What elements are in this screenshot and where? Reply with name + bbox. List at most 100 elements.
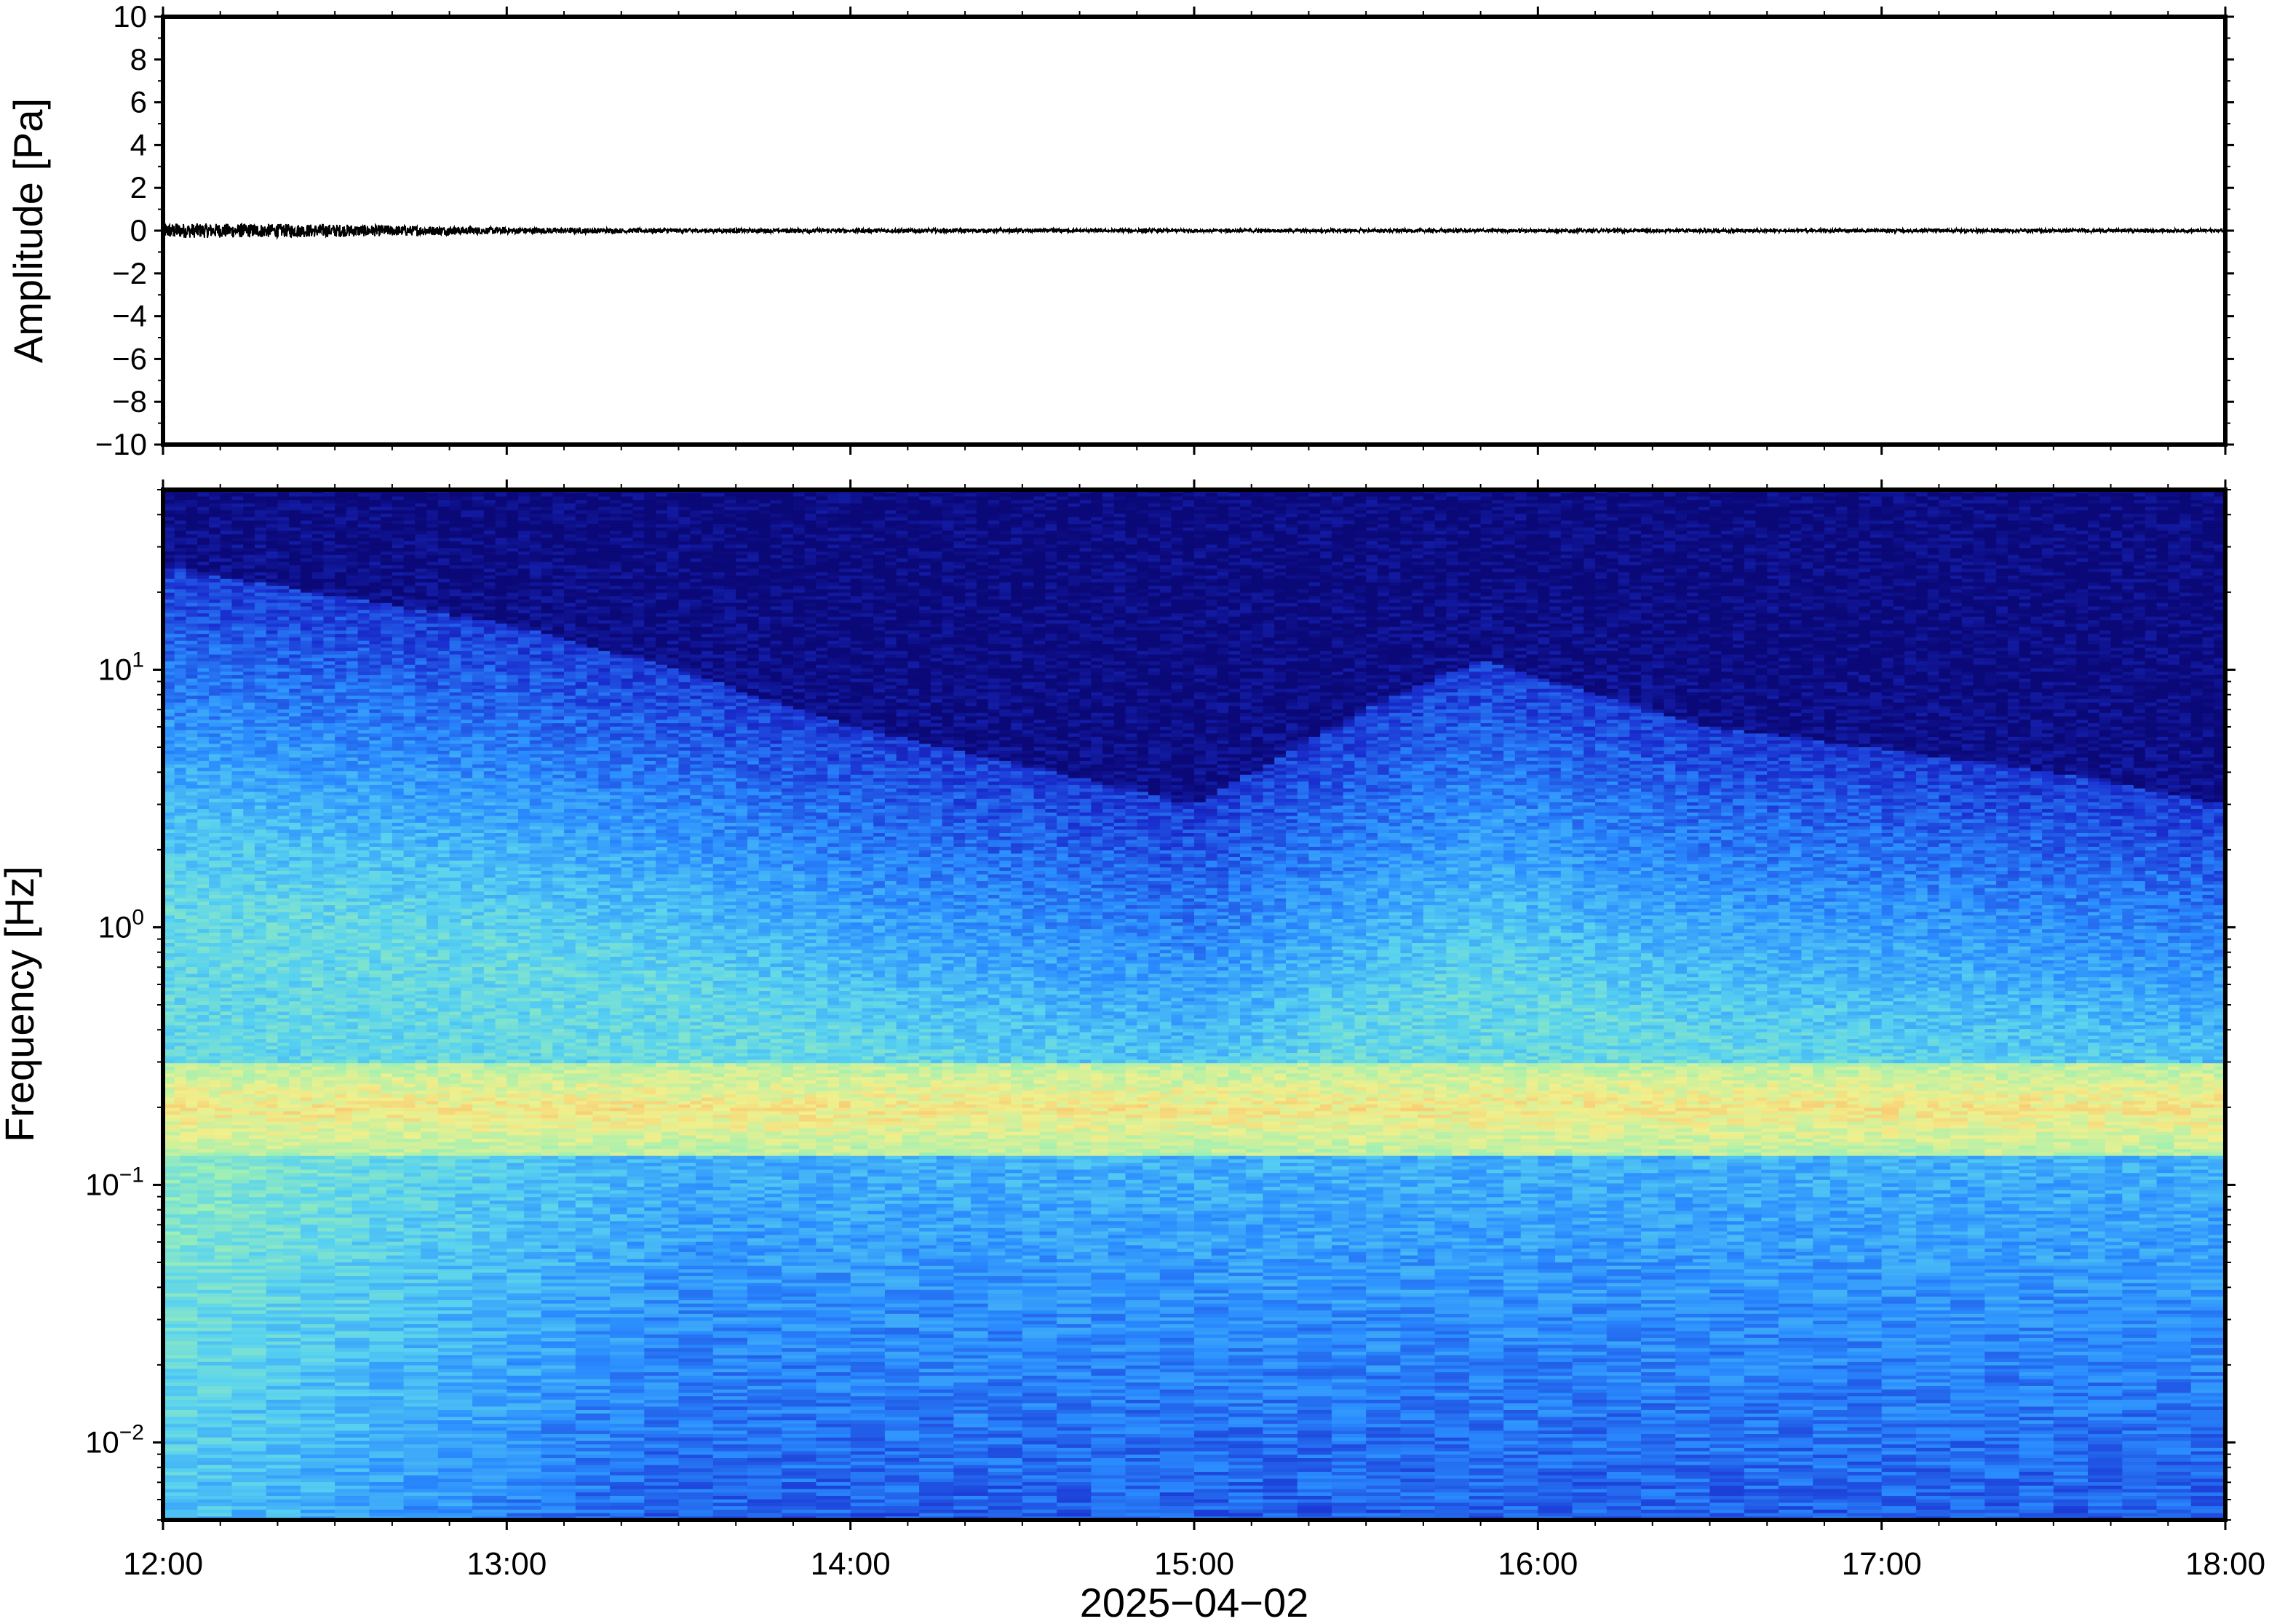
spectrogram-cell <box>1400 500 1412 504</box>
spectrogram-cell <box>1308 503 1321 508</box>
spectrogram-cell <box>724 493 736 498</box>
spectrogram-cell <box>1790 493 1803 498</box>
spectrogram-cell <box>1354 493 1367 498</box>
spectrogram-cell <box>335 493 347 498</box>
spectrogram-cell <box>1721 503 1733 508</box>
spectrogram-cell <box>1607 496 1619 501</box>
spectrogram-cell <box>1996 493 2008 498</box>
spectrogram-cell <box>1629 496 1642 501</box>
spectrogram-cell <box>610 500 622 504</box>
spectrogram-cell <box>461 496 473 501</box>
spectrogram-cell <box>2054 496 2066 501</box>
spectrogram-cell <box>621 500 634 504</box>
spectrogram-cell <box>1137 500 1149 504</box>
spectrogram-cell <box>1034 496 1046 501</box>
spectrogram-cell <box>839 493 851 498</box>
spectrogram-cell <box>335 503 347 508</box>
spectrogram-cell <box>1801 503 1813 508</box>
spectrogram-cell <box>610 496 622 501</box>
spectrogram-cell <box>1091 496 1103 501</box>
spectrogram-cell <box>1160 493 1172 498</box>
spectrogram-cell <box>667 493 680 498</box>
spectrogram-cell <box>1469 503 1482 508</box>
spectrogram-cell <box>1378 500 1390 504</box>
spectrogram-cell <box>839 500 851 504</box>
spectrogram-cell <box>2054 500 2066 504</box>
spectrogram-cell <box>1034 503 1046 508</box>
spectrogram-cell <box>1939 500 1951 504</box>
spectrogram-cell <box>1045 493 1057 498</box>
spectrogram-cell <box>770 503 782 508</box>
waveform-ytick-label: −10 <box>95 427 147 461</box>
spectrogram-cell <box>1240 500 1252 504</box>
spectrogram-cell <box>1813 503 1825 508</box>
spectrogram-cell <box>461 500 473 504</box>
spectrogram-cell <box>1962 493 1974 498</box>
spectrogram-cell <box>1527 500 1539 504</box>
spectrogram-cell <box>1939 496 1951 501</box>
spectrogram-cell <box>1974 496 1986 501</box>
spectrogram-cell <box>1057 503 1069 508</box>
spectrogram-cell <box>919 496 931 501</box>
spectrogram-cell <box>1217 500 1229 504</box>
spectrogram-cell <box>1928 493 1940 498</box>
spectrogram-cell <box>312 493 325 498</box>
spectrogram-cell <box>2179 496 2192 501</box>
spectrogram-cell <box>1228 500 1241 504</box>
spectrogram-cell <box>1011 500 1023 504</box>
spectrogram-cell <box>1126 496 1138 501</box>
spectrogram-cell <box>2030 503 2043 508</box>
spectrogram-cell <box>1675 496 1688 501</box>
spectrogram-cell <box>1228 503 1241 508</box>
spectrogram-cell <box>1847 496 1859 501</box>
spectrogram-cell <box>2168 503 2180 508</box>
spectrogram-cell <box>1710 493 1722 498</box>
spectrogram-cell <box>1573 500 1585 504</box>
spectrogram-cell <box>1984 503 1997 508</box>
spectrogram-cell <box>1882 496 1894 501</box>
spectrogram-cell <box>1755 500 1768 504</box>
spectrogram-cell <box>1354 503 1367 508</box>
spectrogram-cell <box>1698 496 1711 501</box>
waveform-ytick-label: 8 <box>130 42 147 76</box>
spectrogram-cell <box>702 496 714 501</box>
spectrogram-cell <box>851 500 863 504</box>
spectrogram-cell <box>1034 493 1046 498</box>
spectrogram-cell <box>1137 493 1149 498</box>
spectrogram-cell <box>1011 503 1023 508</box>
spectrogram-cell <box>1744 503 1757 508</box>
spectrogram-cell <box>1583 493 1596 498</box>
spectrogram-cell <box>1515 496 1527 501</box>
spectrogram-cell <box>1492 500 1504 504</box>
spectrogram-cell <box>1859 496 1871 501</box>
spectrogram-cell <box>851 493 863 498</box>
spectrogram-cell <box>1206 493 1218 498</box>
spectrogram-cell <box>1641 503 1653 508</box>
spectrogram-cell <box>679 503 691 508</box>
spectrogram-cell <box>1366 503 1378 508</box>
waveform-ytick-label: 0 <box>130 213 147 247</box>
spectrogram-cell <box>1332 500 1344 504</box>
spectrogram-cell <box>1045 496 1057 501</box>
spectrogram-cell <box>977 496 989 501</box>
spectrogram-cell <box>1733 496 1745 501</box>
spectrogram-cell <box>530 503 542 508</box>
spectrogram-cell <box>1583 496 1596 501</box>
spectrogram-cell <box>461 493 473 498</box>
spectrogram-cell <box>1137 496 1149 501</box>
spectrogram-cell <box>953 493 966 498</box>
spectrogram-cell <box>1744 496 1757 501</box>
spectrogram-cell <box>1252 496 1264 501</box>
spectrogram-cell <box>633 493 645 498</box>
spectrogram-cell <box>2203 500 2215 504</box>
spectrogram-cell <box>1675 500 1688 504</box>
spectrogram-cell <box>942 496 955 501</box>
spectrogram-cell <box>1629 500 1642 504</box>
spectrogram-cell <box>656 496 668 501</box>
spectrogram-cell <box>839 496 851 501</box>
spectrogram-cell <box>793 493 806 498</box>
spectrogram-cell <box>1859 493 1871 498</box>
spectrogram-cell <box>518 503 531 508</box>
spectrogram-cell <box>404 496 416 501</box>
spectrogram-cell <box>1515 493 1527 498</box>
